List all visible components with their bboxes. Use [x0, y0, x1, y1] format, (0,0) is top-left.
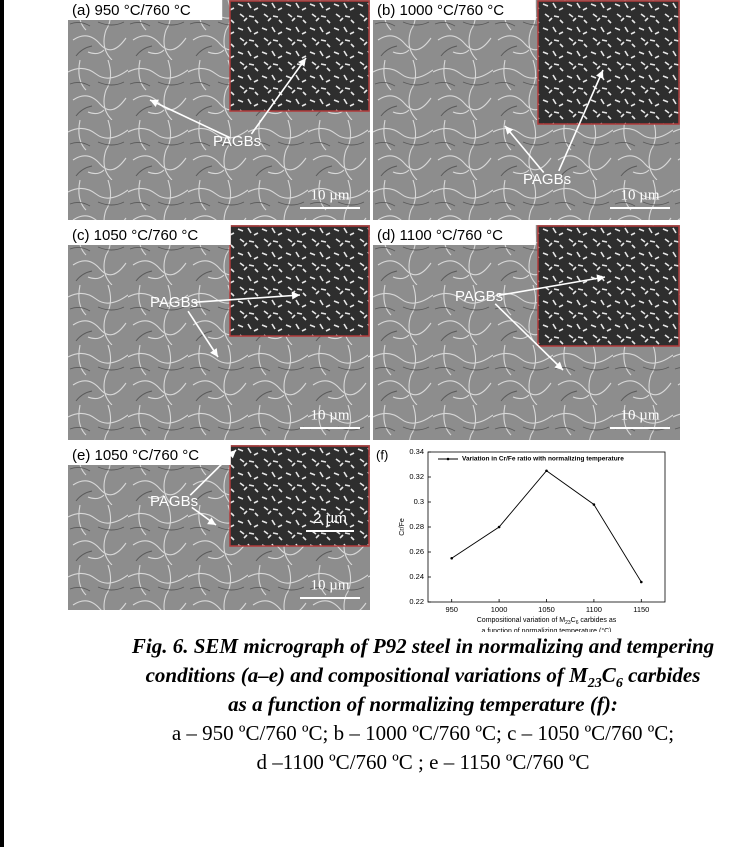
micrograph: (b) 1000 °C/760 °C PAGBs 10 µm	[373, 0, 680, 220]
panel-label: (d) 1100 °C/760 °C	[377, 227, 503, 244]
marker-label: PAGBs	[150, 294, 198, 311]
y-axis-label: Cr/Fe	[399, 518, 406, 536]
inset-image	[538, 1, 679, 124]
legend-label: Variation in Cr/Fe ratio with normalizin…	[462, 456, 624, 463]
caption-legend: d –1100 ºC/760 ºC ; e – 1150 ºC/760 ºC	[110, 748, 736, 777]
y-tick-label: 0.22	[409, 597, 424, 606]
scale-label: 10 µm	[310, 407, 349, 423]
micrograph: (d) 1100 °C/760 °C PAGBs 10 µm	[373, 225, 680, 440]
panel-label: (f)	[376, 447, 388, 462]
caption-text: carbides	[623, 663, 701, 687]
caption-title: conditions (a–e) and compositional varia…	[110, 661, 736, 690]
caption-text: C	[602, 663, 616, 687]
micrograph: (a) 950 °C/760 °C PAGBs 10 µm	[68, 0, 370, 220]
inset-image	[230, 1, 369, 111]
y-tick-label: 0.28	[409, 522, 424, 531]
x-axis-label-part: Compositional variation of M	[477, 617, 565, 624]
caption-legend: a – 950 ºC/760 ºC; b – 1000 ºC/760 ºC; c…	[110, 719, 736, 748]
point	[450, 557, 453, 560]
micrograph: (e) 1050 °C/760 °C PAGBs 10 µm 2 µm	[68, 445, 370, 610]
caption-text: conditions (a–e) and compositional varia…	[146, 663, 588, 687]
page: {"panels": [ {"label": "(a) 950 °C/760 °…	[0, 0, 736, 847]
scale-label: 10 µm	[310, 187, 349, 203]
marker-label: PAGBs	[523, 171, 571, 188]
x-tick-label: 1150	[633, 605, 649, 614]
y-tick-label: 0.32	[409, 472, 424, 481]
x-tick-label: 1050	[538, 605, 555, 614]
y-tick-label: 0.3	[414, 497, 424, 506]
legend-marker	[447, 458, 450, 461]
caption-title: as a function of normalizing temperature…	[110, 690, 736, 719]
x-tick-label: 1100	[586, 605, 602, 614]
scale-label: 10 µm	[310, 577, 349, 593]
caption-text: 6	[616, 676, 623, 691]
inset-image	[230, 226, 369, 336]
inset-scale-label: 2 µm	[313, 510, 347, 527]
x-tick-label: 1000	[491, 605, 508, 614]
panel-label: (a) 950 °C/760 °C	[72, 2, 191, 19]
caption: Fig. 6. SEM micrograph of P92 steel in n…	[110, 632, 736, 777]
y-tick-label: 0.34	[409, 447, 424, 456]
marker-label: PAGBs	[213, 133, 261, 150]
x-tick-label: 950	[445, 605, 458, 614]
caption-title: Fig. 6. SEM micrograph of P92 steel in n…	[110, 632, 736, 661]
panel-label: (c) 1050 °C/760 °C	[72, 227, 198, 244]
point	[545, 469, 548, 472]
y-tick-label: 0.26	[409, 547, 424, 556]
panel-label: (b) 1000 °C/760 °C	[377, 2, 504, 19]
marker-label: PAGBs	[455, 288, 503, 305]
point	[498, 526, 501, 529]
inset-image	[538, 226, 679, 346]
caption-text: 23	[588, 676, 602, 691]
point	[593, 503, 596, 506]
scale-label: 10 µm	[620, 187, 659, 203]
point	[640, 581, 643, 584]
marker-label: PAGBs	[150, 493, 198, 510]
panel-label: (e) 1050 °C/760 °C	[72, 447, 199, 464]
y-tick-label: 0.24	[409, 572, 424, 581]
micrograph: (c) 1050 °C/760 °C PAGBs 10 µm	[68, 225, 370, 440]
scale-label: 10 µm	[620, 407, 659, 423]
x-axis-label-part: carbides as	[578, 617, 616, 624]
